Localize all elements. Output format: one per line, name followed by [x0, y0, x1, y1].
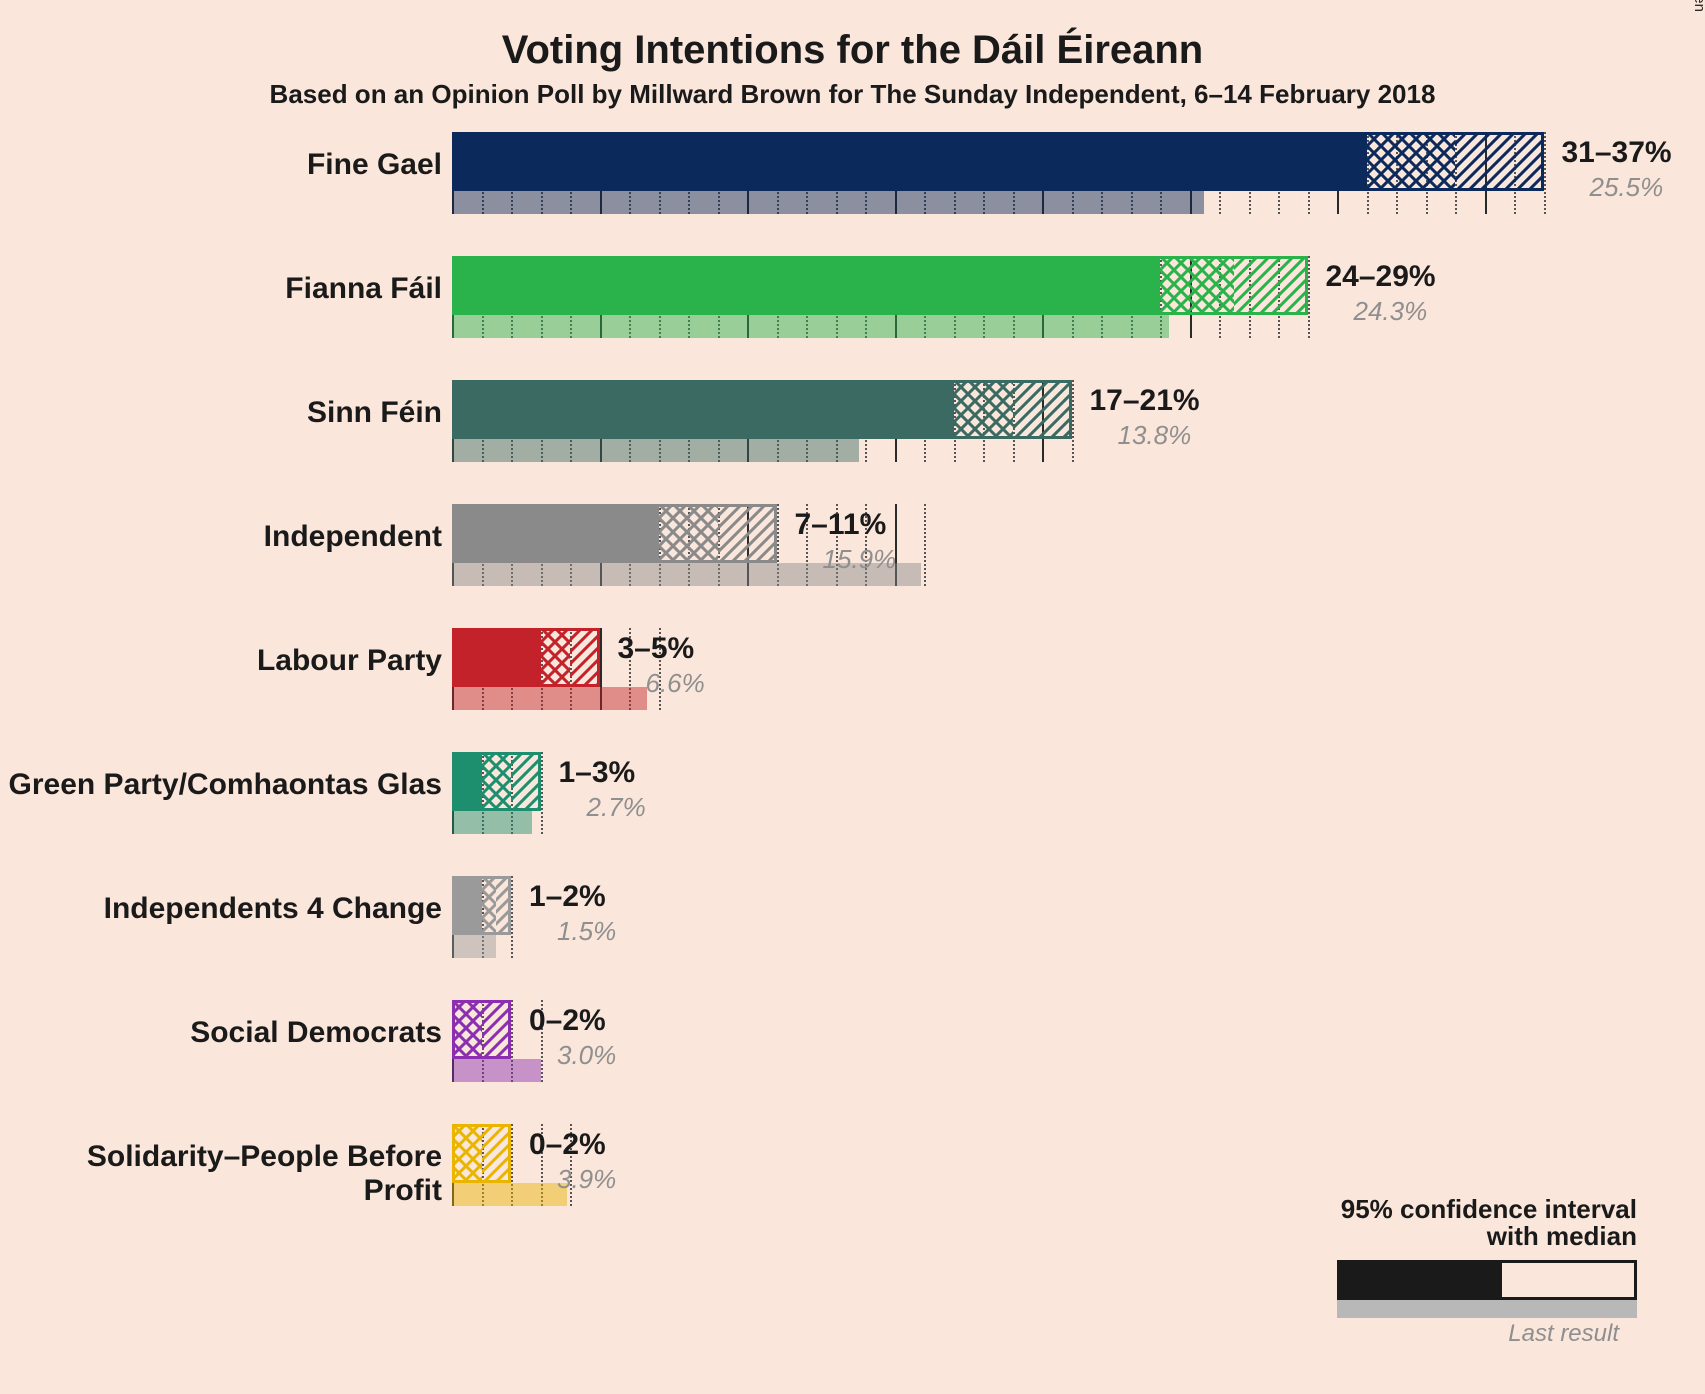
last-result-bar	[452, 1183, 567, 1206]
ci-bar-outline	[452, 504, 777, 563]
ci-bar	[452, 132, 1544, 191]
last-result-label: 1.5%	[557, 916, 616, 947]
last-result-label: 6.6%	[646, 668, 705, 699]
last-result-label: 24.3%	[1354, 296, 1428, 327]
last-result-label: 3.9%	[557, 1164, 616, 1195]
party-label: Fine Gael	[2, 148, 442, 182]
last-result-label: 25.5%	[1590, 172, 1664, 203]
last-result-bar	[452, 315, 1169, 338]
range-label: 0–2%	[529, 1128, 606, 1162]
bar-chart: Fine Gael31–37%25.5%Fianna Fáil24–29%24.…	[452, 128, 1642, 1338]
gridline-minor	[511, 876, 513, 958]
legend-line-3: Last result	[1337, 1320, 1637, 1348]
ci-bar	[452, 752, 541, 811]
ci-bar	[452, 1124, 511, 1183]
ci-bar	[452, 380, 1072, 439]
legend-ci-outline	[1337, 1260, 1637, 1300]
party-row: Independents 4 Change1–2%1.5%	[452, 872, 1642, 996]
range-label: 17–21%	[1090, 384, 1200, 418]
party-label: Green Party/Comhaontas Glas	[2, 768, 442, 802]
ci-bar-outline	[452, 752, 541, 811]
last-result-bar	[452, 1059, 541, 1082]
party-label: Solidarity–People Before Profit	[2, 1140, 442, 1208]
party-label: Independents 4 Change	[2, 892, 442, 926]
ci-bar-outline	[452, 256, 1308, 315]
last-result-label: 2.7%	[587, 792, 646, 823]
party-row: Independent7–11%15.9%	[452, 500, 1642, 624]
copyright-text: © 2020 Filip van Laenen	[1691, 0, 1705, 12]
range-label: 3–5%	[618, 632, 695, 666]
party-label: Independent	[2, 520, 442, 554]
ci-bar-outline	[452, 628, 600, 687]
legend: 95% confidence interval with median Last…	[1337, 1194, 1637, 1348]
last-result-label: 13.8%	[1118, 420, 1192, 451]
gridline-minor	[924, 504, 926, 586]
party-row: Green Party/Comhaontas Glas1–3%2.7%	[452, 748, 1642, 872]
ci-bar-outline	[452, 132, 1544, 191]
last-result-bar	[452, 191, 1204, 214]
party-row: Fine Gael31–37%25.5%	[452, 128, 1642, 252]
gridline-minor	[1544, 132, 1546, 214]
last-result-bar	[452, 439, 859, 462]
last-result-bar	[452, 935, 496, 958]
range-label: 7–11%	[795, 508, 887, 542]
ci-bar	[452, 628, 600, 687]
last-result-bar	[452, 687, 647, 710]
gridline-minor	[541, 752, 543, 834]
party-label: Social Democrats	[2, 1016, 442, 1050]
chart-title: Voting Intentions for the Dáil Éireann	[0, 0, 1705, 73]
ci-bar	[452, 504, 777, 563]
last-result-label: 3.0%	[557, 1040, 616, 1071]
range-label: 31–37%	[1562, 136, 1672, 170]
last-result-bar	[452, 811, 532, 834]
ci-bar	[452, 876, 511, 935]
range-label: 1–2%	[529, 880, 606, 914]
party-label: Sinn Féin	[2, 396, 442, 430]
legend-line-2: with median	[1337, 1221, 1637, 1252]
party-row: Labour Party3–5%6.6%	[452, 624, 1642, 748]
legend-last-bar	[1337, 1300, 1637, 1318]
legend-ci-bar	[1337, 1260, 1637, 1300]
party-label: Labour Party	[2, 644, 442, 678]
ci-bar-outline	[452, 380, 1072, 439]
ci-bar-outline	[452, 1124, 511, 1183]
party-label: Fianna Fáil	[2, 272, 442, 306]
chart-subtitle: Based on an Opinion Poll by Millward Bro…	[0, 79, 1705, 110]
party-row: Social Democrats0–2%3.0%	[452, 996, 1642, 1120]
party-row: Sinn Féin17–21%13.8%	[452, 376, 1642, 500]
ci-bar-outline	[452, 1000, 511, 1059]
gridline-minor	[1308, 256, 1310, 338]
range-label: 0–2%	[529, 1004, 606, 1038]
ci-bar	[452, 256, 1308, 315]
range-label: 24–29%	[1326, 260, 1436, 294]
party-row: Fianna Fáil24–29%24.3%	[452, 252, 1642, 376]
last-result-label: 15.9%	[823, 544, 897, 575]
range-label: 1–3%	[559, 756, 636, 790]
ci-bar	[452, 1000, 511, 1059]
ci-bar-outline	[452, 876, 511, 935]
gridline-minor	[1072, 380, 1074, 462]
